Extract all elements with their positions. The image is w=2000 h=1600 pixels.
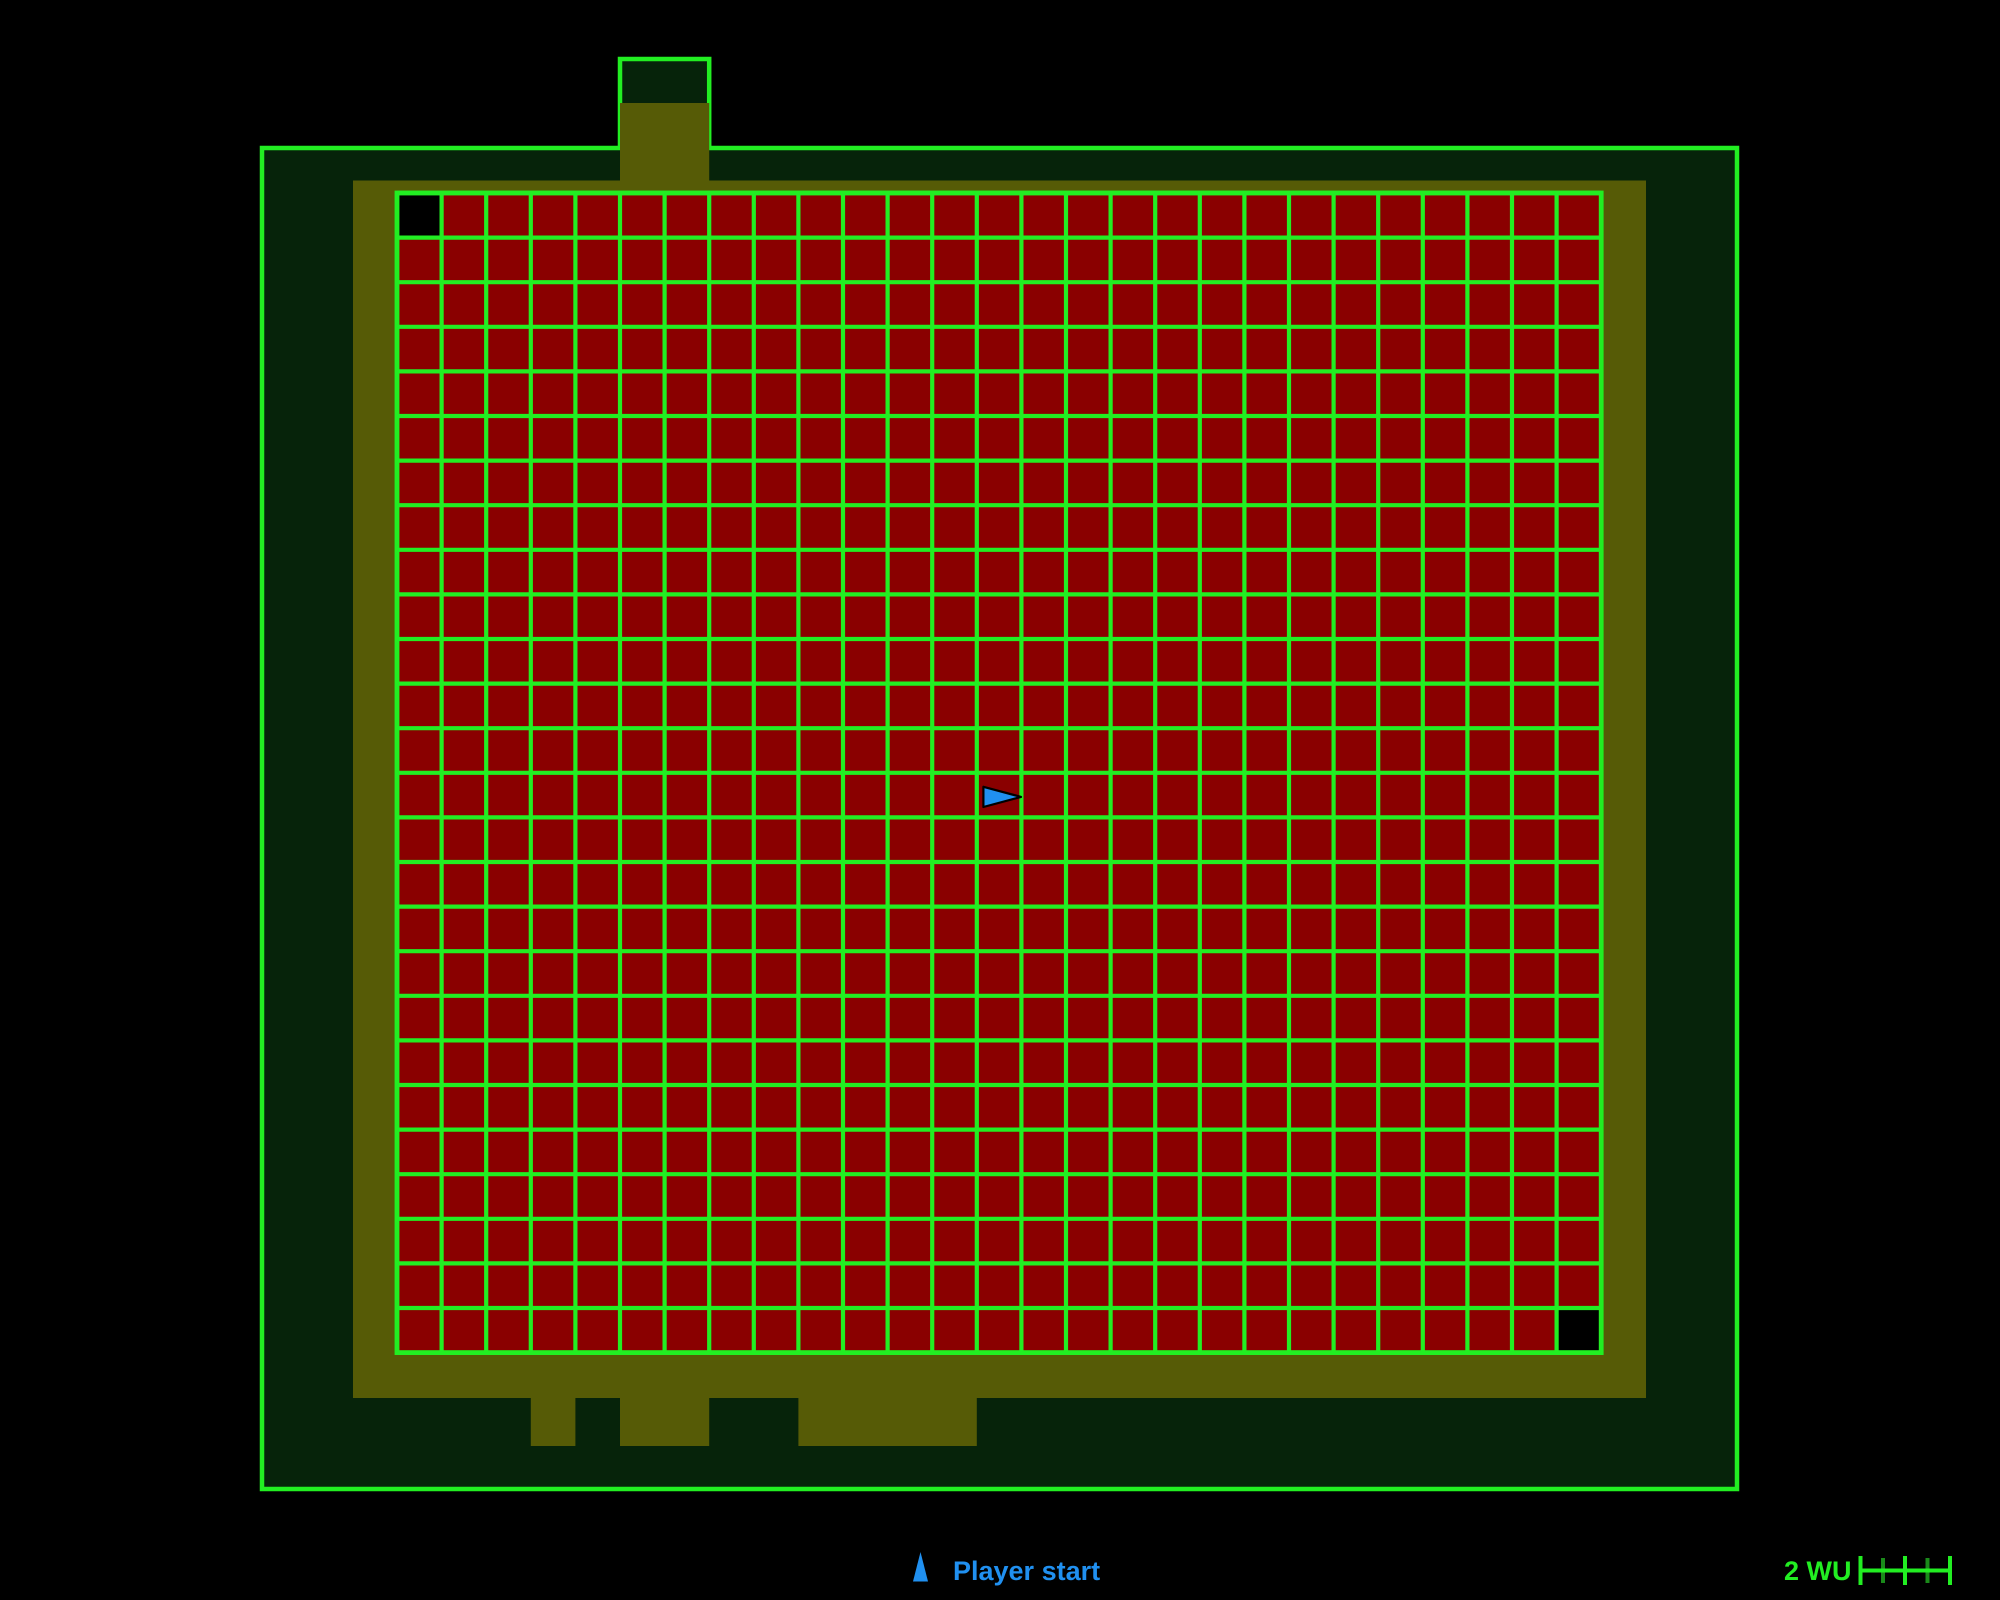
svg-text:2 WU: 2 WU — [1784, 1556, 1852, 1586]
svg-text:Player start: Player start — [953, 1556, 1100, 1586]
